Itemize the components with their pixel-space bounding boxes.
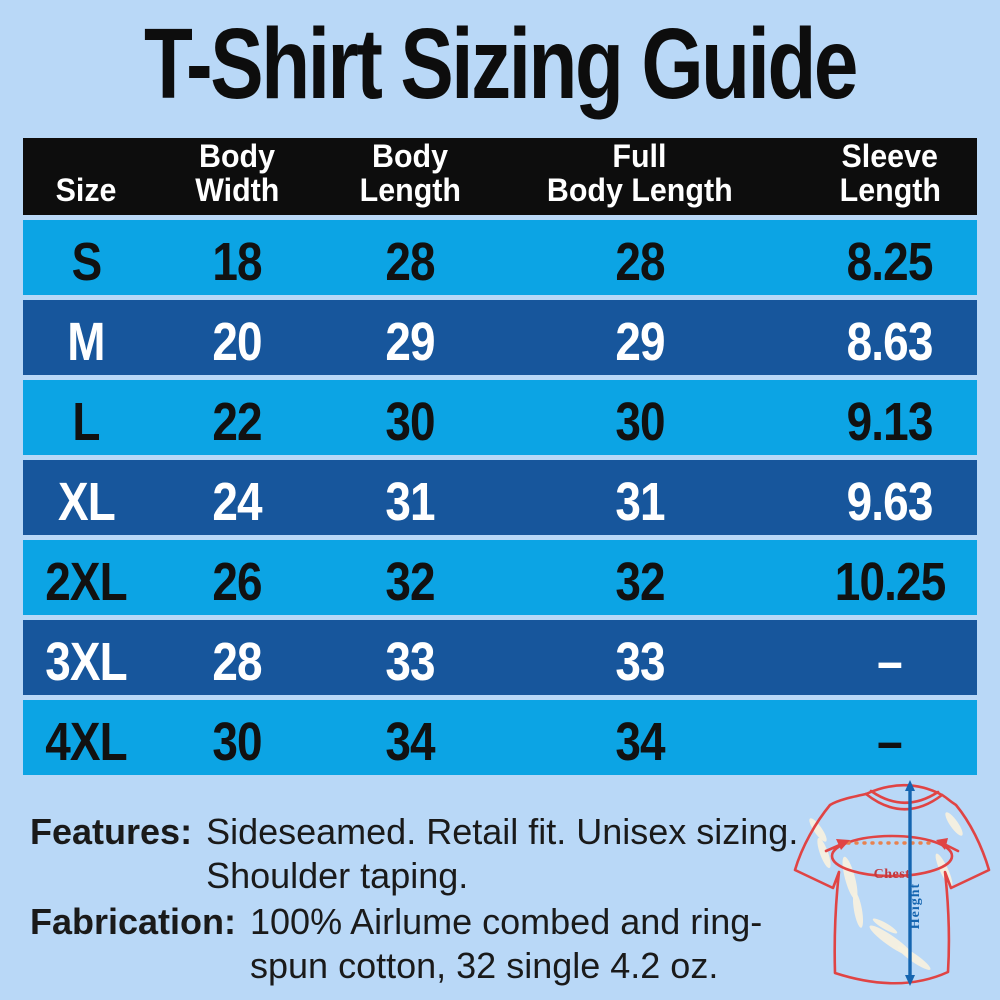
header-body-width: Body Width — [195, 138, 280, 208]
page-title: T-Shirt Sizing Guide — [0, 14, 1000, 114]
tshirt-outline-icon — [793, 783, 991, 985]
full-body-length-cell: 29 — [615, 312, 665, 372]
height-label: Height — [908, 883, 923, 929]
fabrication-note: Fabrication: 100% Airlume combed and rin… — [30, 900, 762, 988]
size-cell: XL — [57, 472, 116, 532]
body-width-cell: 22 — [212, 392, 263, 452]
features-note: Features: Sideseamed. Retail fit. Unisex… — [30, 810, 798, 898]
size-cell: 2XL — [45, 552, 127, 612]
sleeve-length-cell: – — [877, 632, 904, 692]
shirt-highlights — [809, 812, 963, 970]
full-body-length-cell: 28 — [615, 232, 665, 292]
full-body-length-cell: 34 — [615, 712, 665, 772]
size-cell: 3XL — [45, 632, 127, 692]
full-body-length-cell: 30 — [615, 392, 665, 452]
sleeve-length-cell: – — [877, 712, 904, 772]
table-row-3xl: 3XL 28 33 33 – — [23, 620, 977, 695]
features-text: Sideseamed. Retail fit. Unisex sizing. S… — [206, 811, 799, 896]
size-cell: 4XL — [45, 712, 127, 772]
chest-measure-group: Chest — [824, 834, 960, 882]
table-header-row: Size Body Width Body Length Full Body Lengt… — [23, 138, 977, 215]
full-body-length-cell: 33 — [615, 632, 665, 692]
sleeve-length-cell: 10.25 — [834, 552, 946, 612]
tshirt-measurement-diagram: Chest Height — [793, 780, 991, 986]
body-length-cell: 28 — [385, 232, 435, 292]
size-cell: M — [67, 312, 105, 372]
header-size: Size — [55, 172, 117, 208]
fabrication-text: 100% Airlume combed and ring- spun cotto… — [250, 901, 763, 986]
body-length-cell: 34 — [385, 712, 435, 772]
full-body-length-cell: 31 — [615, 472, 665, 532]
table-row-m: M 20 29 29 8.63 — [23, 300, 977, 375]
body-length-cell: 33 — [385, 632, 435, 692]
table-row-l: L 22 30 30 9.13 — [23, 380, 977, 455]
sizing-table: Size Body Width Body Length Full Body Lengt… — [23, 138, 977, 775]
header-body-length: Body Length — [359, 138, 461, 208]
features-label: Features: — [30, 811, 193, 852]
body-width-cell: 18 — [212, 232, 263, 292]
table-row-2xl: 2XL 26 32 32 10.25 — [23, 540, 977, 615]
full-body-length-cell: 32 — [615, 552, 665, 612]
table-row-xl: XL 24 31 31 9.63 — [23, 460, 977, 535]
size-cell: L — [72, 392, 101, 452]
sleeve-length-cell: 8.63 — [847, 312, 934, 372]
sleeve-length-cell: 8.25 — [847, 232, 934, 292]
body-width-cell: 26 — [212, 552, 263, 612]
table-row-4xl: 4XL 30 34 34 – — [23, 700, 977, 775]
body-length-cell: 31 — [385, 472, 435, 532]
body-width-cell: 28 — [212, 632, 263, 692]
height-measure-group: Height — [905, 780, 923, 986]
page-title-text: T-Shirt Sizing Guide — [144, 8, 858, 120]
body-width-cell: 20 — [212, 312, 263, 372]
table-row-s: S 18 28 28 8.25 — [23, 220, 977, 295]
header-sleeve-length: Sleeve Length — [839, 138, 941, 208]
body-length-cell: 32 — [385, 552, 435, 612]
fabrication-label: Fabrication: — [30, 901, 237, 942]
body-length-cell: 29 — [385, 312, 435, 372]
sleeve-length-cell: 9.63 — [847, 472, 934, 532]
body-length-cell: 30 — [385, 392, 435, 452]
chest-label: Chest — [874, 867, 911, 882]
chest-arrow-right — [942, 842, 960, 853]
header-full-body-length: Full Body Length — [546, 138, 733, 208]
body-width-cell: 30 — [212, 712, 263, 772]
body-width-cell: 24 — [212, 472, 263, 532]
sleeve-length-cell: 9.13 — [847, 392, 934, 452]
size-cell: S — [71, 232, 102, 292]
